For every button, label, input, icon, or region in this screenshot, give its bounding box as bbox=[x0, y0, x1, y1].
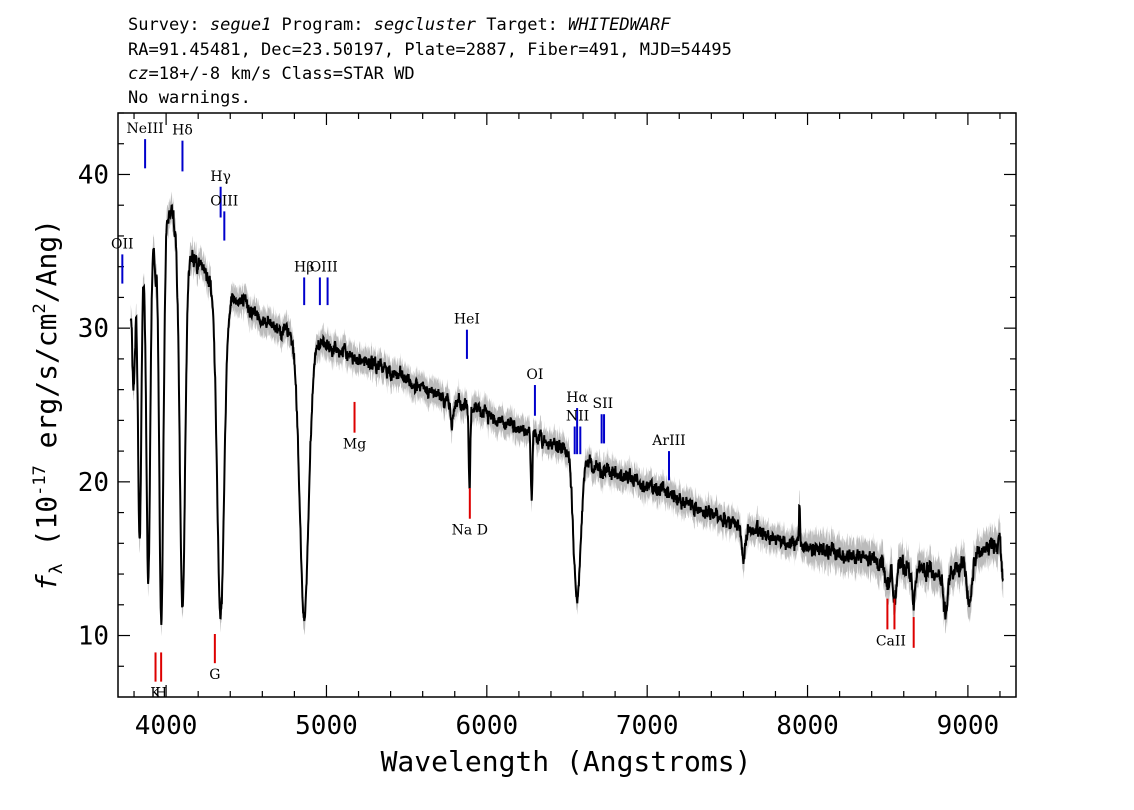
header-line-4: No warnings. bbox=[128, 88, 251, 108]
absorption-line-label: H bbox=[155, 686, 167, 702]
x-tick-label: 9000 bbox=[937, 711, 1000, 741]
emission-line-label: OI bbox=[526, 367, 543, 383]
y-tick-label: 20 bbox=[78, 468, 109, 498]
emission-line-label: NII bbox=[566, 409, 589, 425]
x-tick-label: 8000 bbox=[776, 711, 839, 741]
absorption-line-label: CaII bbox=[876, 633, 906, 649]
plot-frame bbox=[117, 112, 1017, 698]
absorption-line-label: Mg bbox=[343, 437, 366, 453]
emission-line-label: NeIII bbox=[127, 121, 164, 137]
y-tick-label: 10 bbox=[78, 622, 109, 652]
x-tick-label: 5000 bbox=[295, 711, 358, 741]
emission-line-label: OIII bbox=[310, 259, 338, 275]
emission-line-label: Hγ bbox=[210, 169, 231, 185]
header-line-1: Survey: segue1 Program: segcluster Targe… bbox=[128, 15, 671, 35]
header-line-3: cz=18+/-8 km/s Class=STAR WD bbox=[128, 64, 415, 84]
error-band bbox=[130, 191, 1004, 637]
emission-line-label: SII bbox=[593, 396, 614, 412]
emission-line-label: HeI bbox=[454, 312, 480, 328]
emission-line-label: OIII bbox=[210, 193, 238, 209]
absorption-line-label: G bbox=[209, 667, 220, 683]
x-axis-label: Wavelength (Angstroms) bbox=[381, 745, 752, 778]
absorption-line-label: K bbox=[150, 686, 161, 702]
emission-line-label: Hα bbox=[566, 390, 588, 406]
y-tick-label: 40 bbox=[78, 160, 109, 190]
y-axis-label: fλ (10-17 erg/s/cm2/Ang) bbox=[30, 219, 67, 591]
flux-line bbox=[129, 204, 1004, 625]
emission-line-label: ArIII bbox=[651, 433, 685, 449]
y-tick-label: 30 bbox=[78, 314, 109, 344]
x-tick-label: 4000 bbox=[135, 711, 198, 741]
emission-line-label: Hδ bbox=[172, 123, 193, 139]
emission-line-label: Hβ bbox=[294, 259, 314, 275]
absorption-line-label: Na D bbox=[452, 523, 488, 539]
x-tick-label: 7000 bbox=[616, 711, 679, 741]
x-tick-label: 6000 bbox=[456, 711, 519, 741]
emission-line-label: OII bbox=[111, 236, 134, 252]
header-line-2: RA=91.45481, Dec=23.50197, Plate=2887, F… bbox=[128, 40, 732, 60]
